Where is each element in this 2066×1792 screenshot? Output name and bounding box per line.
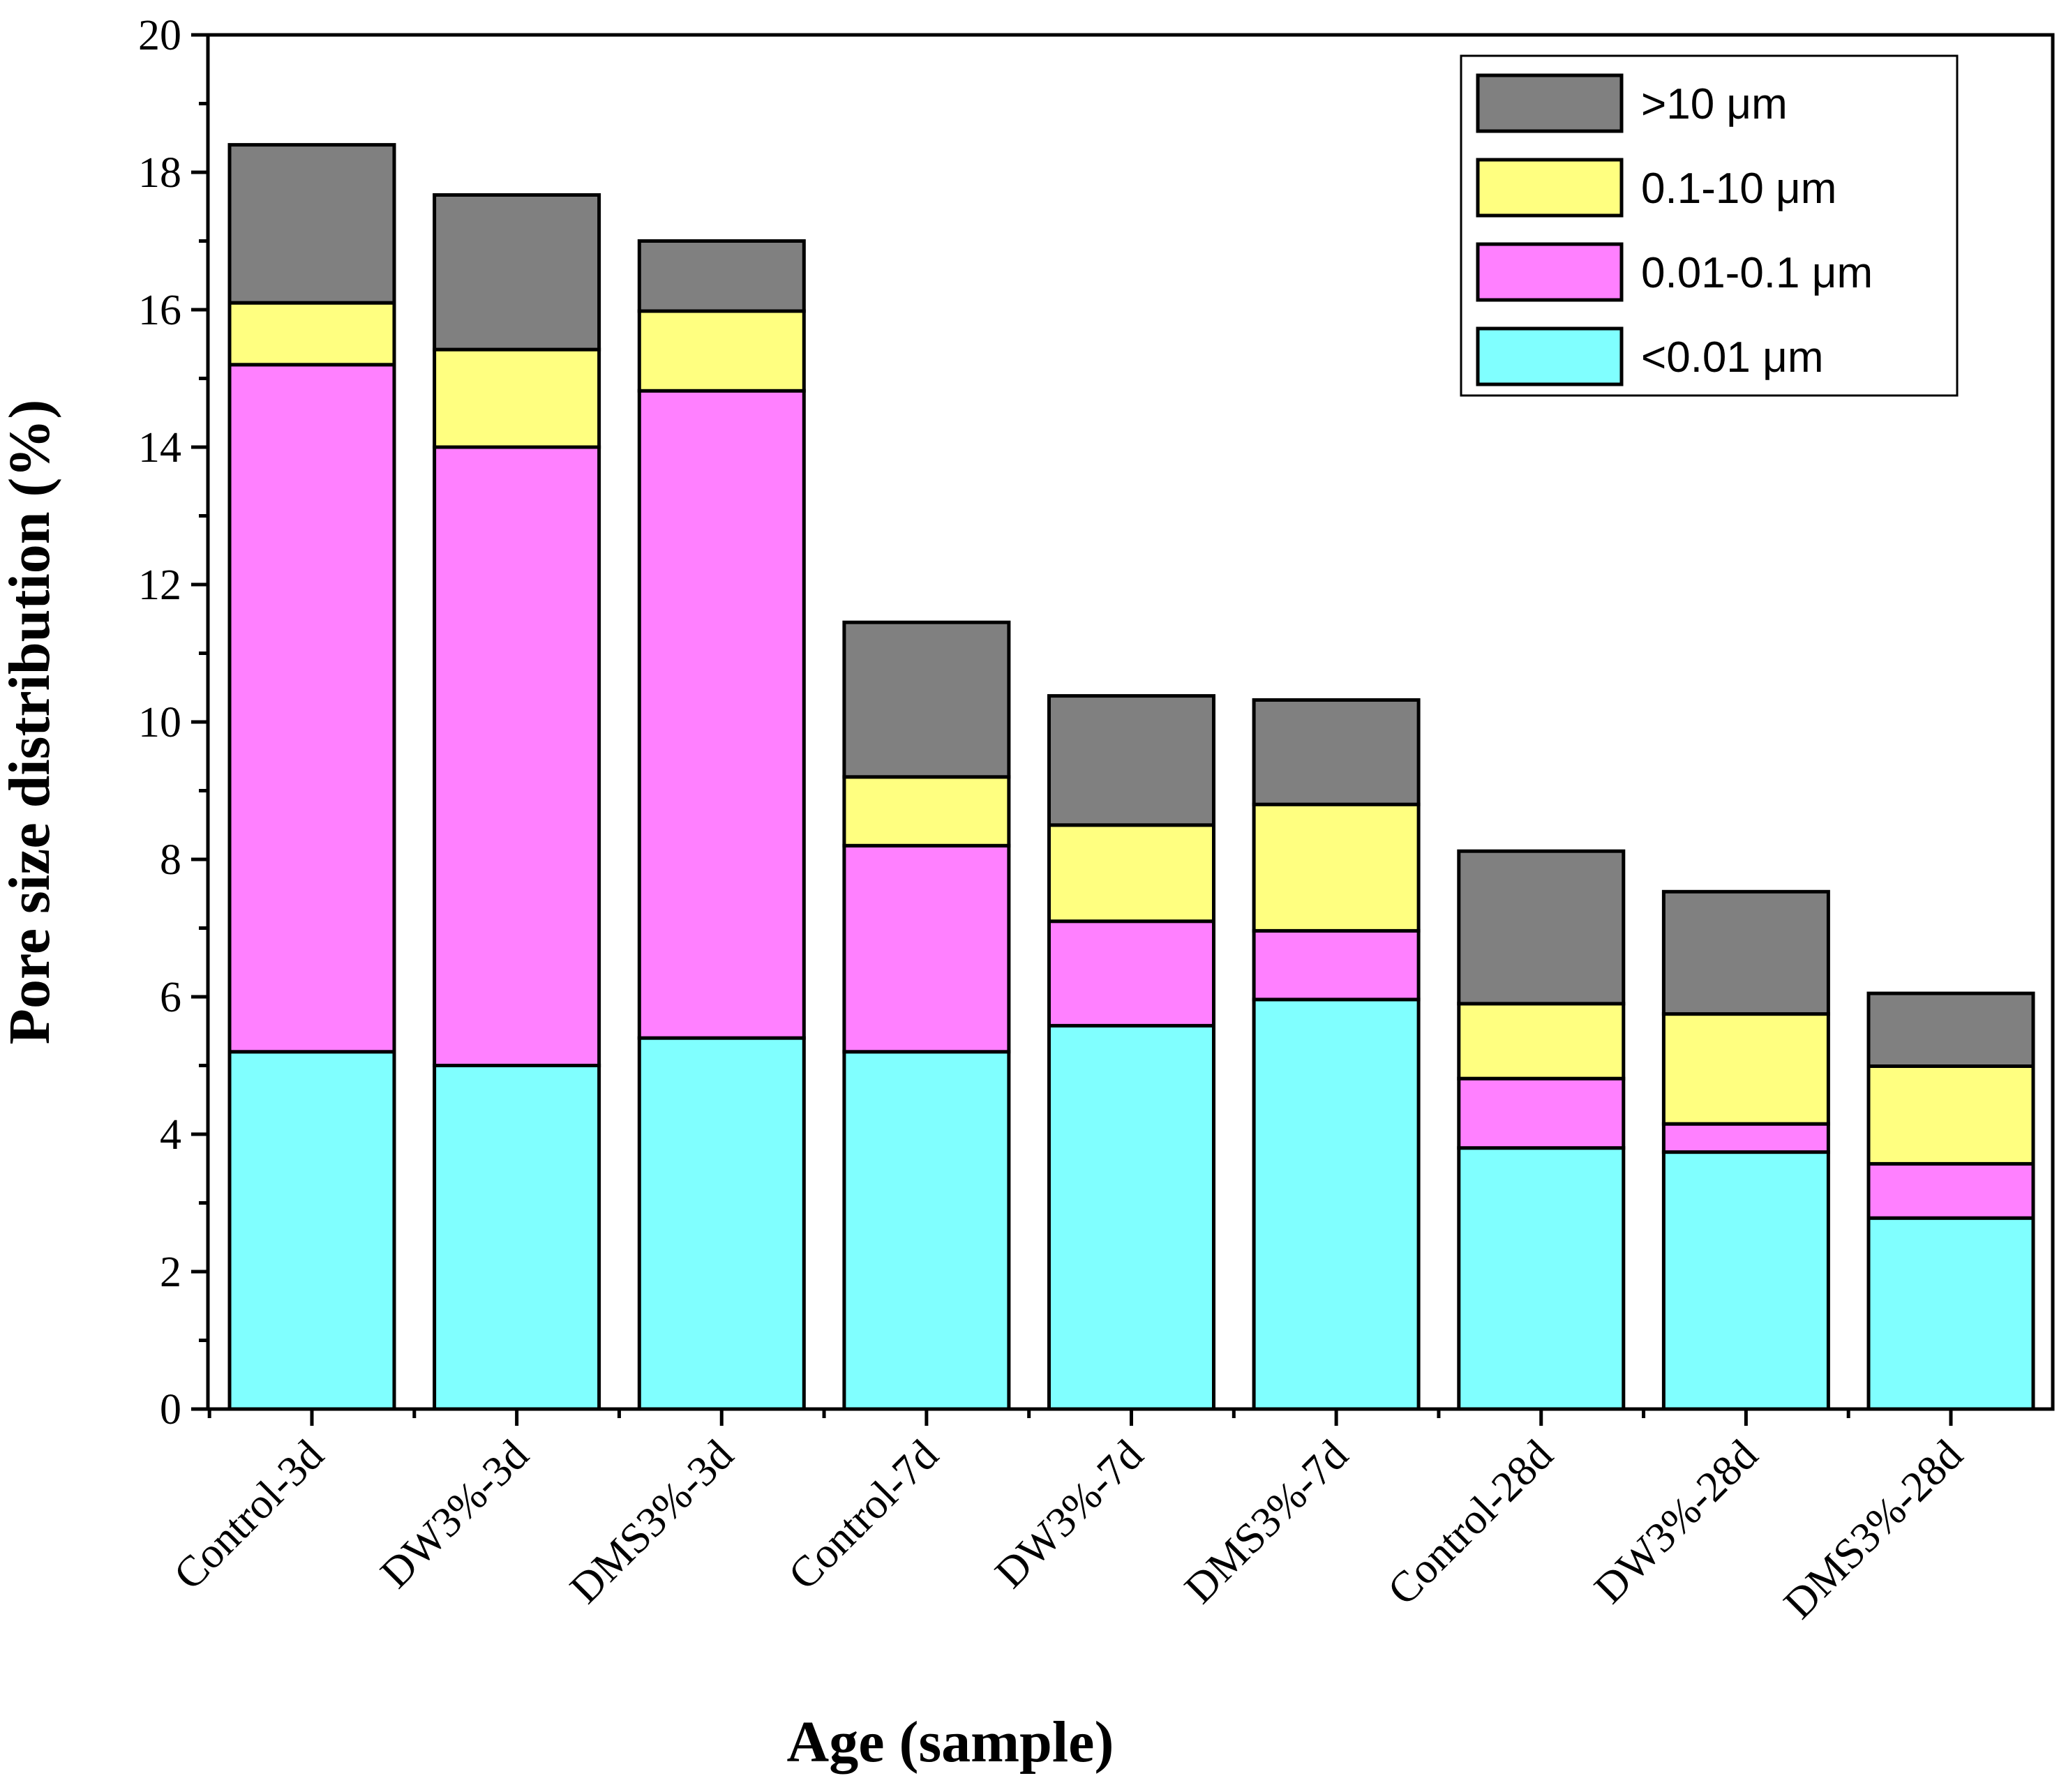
- bar-dw3pct-7d-10-m: [1047, 694, 1215, 827]
- bar-dw3pct-3d-0-01-0-1-m: [433, 445, 601, 1067]
- x-tick-label-dms3pct-28d: DMS3%-28d: [1775, 1431, 1972, 1628]
- bar-dms3pct-7d-0-1-10-m: [1252, 802, 1421, 933]
- bar-dw3pct-28d-0-1-10-m: [1661, 1012, 1830, 1126]
- bar-dw3pct-3d-0-1-10-m: [433, 347, 601, 449]
- bar-control-7d-0-01-0-1-m: [842, 843, 1011, 1054]
- bar-control-3d-10-m: [227, 143, 396, 305]
- y-tick-label: 20: [138, 12, 181, 59]
- bar-dms3pct-28d-10-m: [1866, 991, 2035, 1068]
- bar-control-7d-10-m: [842, 620, 1011, 779]
- bar-control-28d-0-01-m: [1457, 1146, 1626, 1411]
- legend-swatch-10-m: [1476, 73, 1624, 133]
- x-tick-label-dms3pct-7d: DMS3%-7d: [1176, 1431, 1357, 1613]
- legend-label-0-1-10-m: 0.1-10 μm: [1641, 165, 1836, 213]
- y-tick-label: 4: [160, 1111, 181, 1159]
- y-tick-label: 2: [160, 1249, 181, 1296]
- bar-dms3pct-7d-10-m: [1252, 698, 1421, 806]
- bar-dms3pct-7d-0-01-m: [1252, 997, 1421, 1411]
- bar-dms3pct-7d-0-01-0-1-m: [1252, 928, 1421, 1002]
- legend-swatch-0-1-10-m: [1476, 158, 1624, 218]
- bar-control-3d-0-1-10-m: [227, 301, 396, 367]
- bar-dw3pct-28d-10-m: [1661, 889, 1830, 1016]
- bar-dms3pct-28d-0-01-0-1-m: [1866, 1161, 2035, 1220]
- bar-control-3d-0-01-m: [227, 1050, 396, 1411]
- legend-label-10-m: >10 μm: [1641, 80, 1788, 128]
- y-tick-label: 6: [160, 974, 181, 1021]
- bar-control-3d-0-01-0-1-m: [227, 363, 396, 1054]
- legend-label-0-01-0-1-m: 0.01-0.1 μm: [1641, 249, 1873, 297]
- bar-control-28d-10-m: [1457, 849, 1626, 1006]
- x-tick-label-control-3d: Control-3d: [165, 1431, 332, 1599]
- bar-dms3pct-3d-0-01-m: [637, 1036, 806, 1411]
- bar-control-7d-0-01-m: [842, 1050, 1011, 1411]
- bar-control-7d-0-1-10-m: [842, 775, 1011, 848]
- y-tick-label: 10: [138, 699, 181, 746]
- x-tick-label-dms3pct-3d: DMS3%-3d: [561, 1431, 742, 1613]
- y-tick-label: 12: [138, 562, 181, 609]
- bar-control-28d-0-01-0-1-m: [1457, 1076, 1626, 1150]
- bar-dms3pct-28d-0-01-m: [1866, 1216, 2035, 1411]
- x-axis-title: Age (sample): [787, 1710, 1114, 1775]
- x-tick-label-control-28d: Control-28d: [1379, 1431, 1562, 1614]
- y-tick-label: 14: [138, 424, 181, 472]
- y-tick-label: 18: [138, 149, 181, 197]
- legend-label-0-01-m: <0.01 μm: [1641, 333, 1823, 382]
- bars-layer: [227, 143, 2035, 1411]
- y-tick-label: 8: [160, 836, 181, 884]
- x-tick-label-dw3pct-28d: DW3%-28d: [1585, 1431, 1767, 1613]
- bar-dw3pct-7d-0-1-10-m: [1047, 823, 1215, 924]
- bar-dw3pct-7d-0-01-0-1-m: [1047, 919, 1215, 1027]
- bar-dw3pct-7d-0-01-m: [1047, 1023, 1215, 1411]
- legend-swatch-0-01-m: [1476, 326, 1624, 386]
- bar-dw3pct-28d-0-01-m: [1661, 1150, 1830, 1411]
- bar-control-28d-0-1-10-m: [1457, 1002, 1626, 1081]
- bar-dw3pct-3d-10-m: [433, 193, 601, 352]
- y-tick-label: 0: [160, 1386, 181, 1433]
- bar-dms3pct-3d-10-m: [637, 239, 806, 313]
- bar-dms3pct-28d-0-1-10-m: [1866, 1064, 2035, 1166]
- y-axis-title: Pore size distribution (%): [0, 400, 62, 1045]
- x-tick-label-dw3pct-3d: DW3%-3d: [372, 1431, 538, 1597]
- x-tick-label-dw3pct-7d: DW3%-7d: [986, 1431, 1152, 1597]
- x-tick-label-control-7d: Control-7d: [779, 1431, 947, 1599]
- bar-dw3pct-3d-0-01-m: [433, 1064, 601, 1411]
- bar-dms3pct-3d-0-01-0-1-m: [637, 389, 806, 1040]
- bar-dw3pct-28d-0-01-0-1-m: [1661, 1122, 1830, 1154]
- y-tick-label: 16: [138, 287, 181, 334]
- bar-dms3pct-3d-0-1-10-m: [637, 309, 806, 393]
- legend-swatch-0-01-0-1-m: [1476, 242, 1624, 302]
- legend: >10 μm 0.1-10 μm 0.01-0.1 μm <0.01 μm: [1460, 54, 1959, 397]
